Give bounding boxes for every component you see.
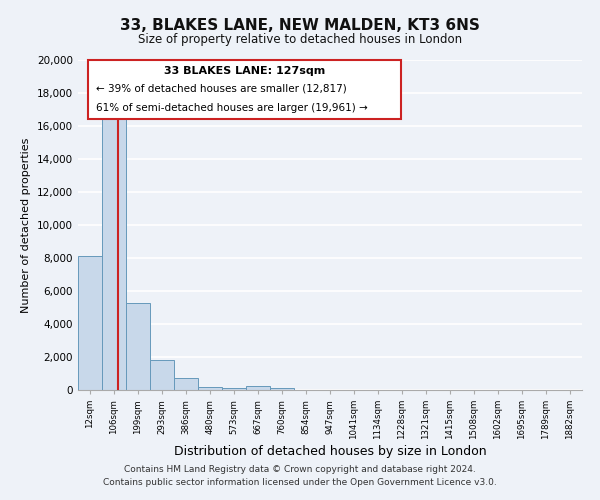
Bar bbox=[78, 256, 102, 390]
Text: 33 BLAKES LANE: 127sqm: 33 BLAKES LANE: 127sqm bbox=[164, 66, 325, 76]
Bar bbox=[150, 360, 174, 390]
Text: Contains public sector information licensed under the Open Government Licence v3: Contains public sector information licen… bbox=[103, 478, 497, 487]
Bar bbox=[102, 116, 126, 390]
Bar bbox=[270, 388, 294, 390]
Bar bbox=[246, 386, 270, 390]
Text: 33, BLAKES LANE, NEW MALDEN, KT3 6NS: 33, BLAKES LANE, NEW MALDEN, KT3 6NS bbox=[120, 18, 480, 32]
Bar bbox=[174, 378, 198, 390]
Text: Size of property relative to detached houses in London: Size of property relative to detached ho… bbox=[138, 32, 462, 46]
Y-axis label: Number of detached properties: Number of detached properties bbox=[22, 138, 31, 312]
Text: ← 39% of detached houses are smaller (12,817): ← 39% of detached houses are smaller (12… bbox=[95, 84, 346, 94]
X-axis label: Distribution of detached houses by size in London: Distribution of detached houses by size … bbox=[173, 445, 487, 458]
FancyBboxPatch shape bbox=[88, 60, 401, 120]
Text: Contains HM Land Registry data © Crown copyright and database right 2024.: Contains HM Land Registry data © Crown c… bbox=[124, 466, 476, 474]
Text: 61% of semi-detached houses are larger (19,961) →: 61% of semi-detached houses are larger (… bbox=[95, 102, 367, 113]
Bar bbox=[198, 386, 222, 390]
Bar bbox=[222, 388, 246, 390]
Bar bbox=[126, 302, 150, 390]
